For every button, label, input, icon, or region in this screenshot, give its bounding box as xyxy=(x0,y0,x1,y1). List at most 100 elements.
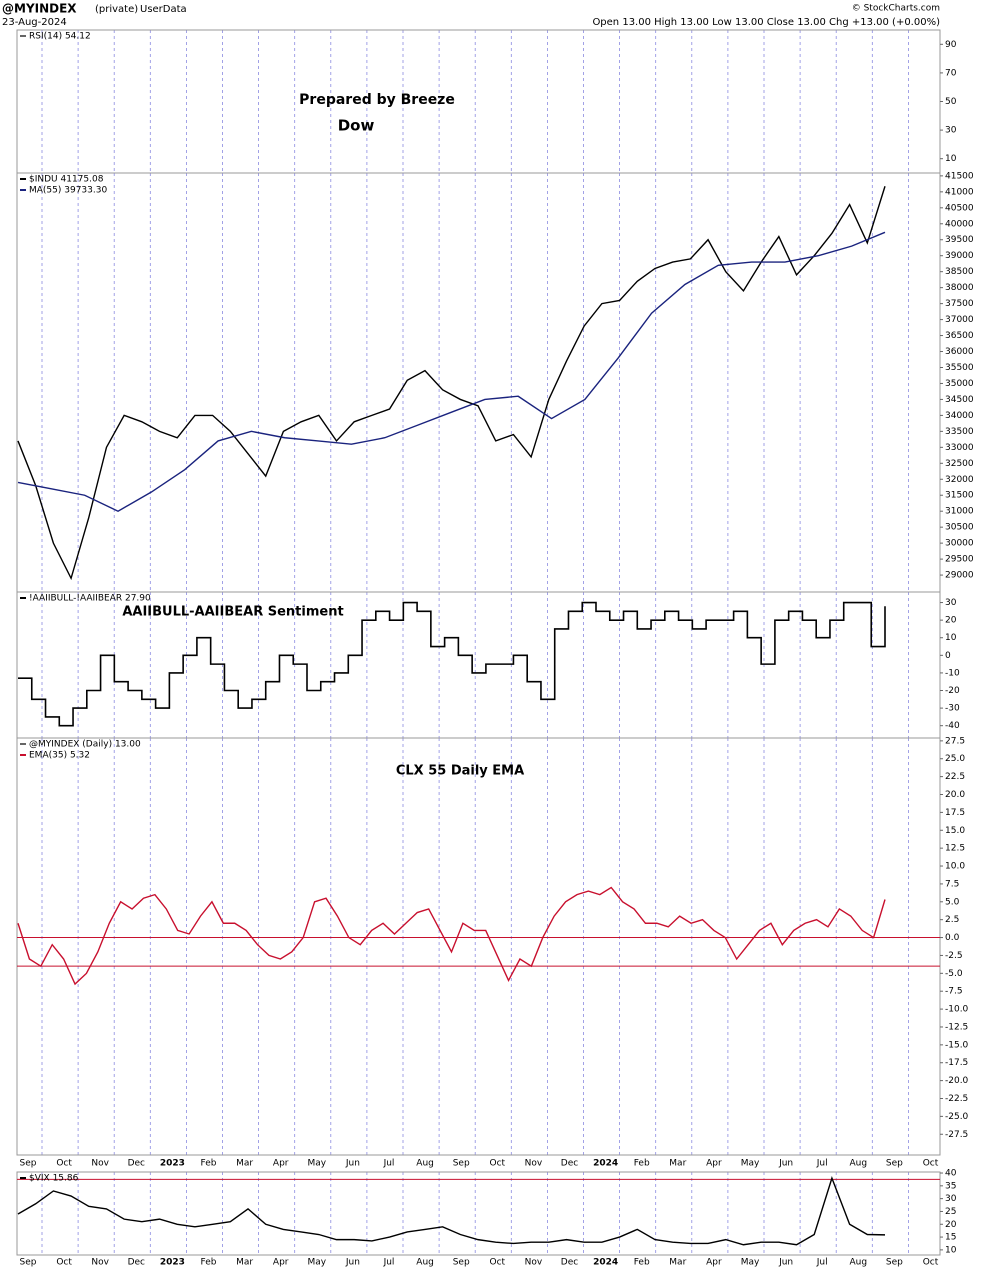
y-tick-label: 2.5 xyxy=(945,915,959,925)
y-tick-label: 39000 xyxy=(945,251,974,261)
x-tick-label: Apr xyxy=(706,1258,722,1268)
legend-label: $VIX 15.86 xyxy=(29,1174,79,1184)
x-tick-label: Dec xyxy=(128,1159,145,1169)
x-tick-label: Feb xyxy=(634,1258,650,1268)
y-tick-label: 36500 xyxy=(945,331,974,341)
symbol: @MYINDEX xyxy=(2,2,77,16)
y-tick-label: -10.0 xyxy=(945,1005,969,1015)
x-tick-label: Sep xyxy=(453,1159,470,1169)
y-tick-label: 29000 xyxy=(945,571,974,581)
y-tick-label: 32000 xyxy=(945,475,974,485)
y-tick-label: 39500 xyxy=(945,235,974,245)
y-tick-label: 36000 xyxy=(945,347,974,357)
y-tick-label: 38000 xyxy=(945,283,974,293)
y-tick-label: -20.0 xyxy=(945,1076,969,1086)
y-tick-label: 10.0 xyxy=(945,862,965,872)
y-tick-label: 30500 xyxy=(945,523,974,533)
source: UserData xyxy=(140,4,187,15)
x-tick-label: Aug xyxy=(850,1258,868,1268)
x-tick-label: Apr xyxy=(273,1159,289,1169)
x-tick-label: Sep xyxy=(886,1258,903,1268)
y-tick-label: 20.0 xyxy=(945,790,965,800)
x-tick-label: Jul xyxy=(816,1159,828,1169)
y-tick-label: 17.5 xyxy=(945,808,965,818)
x-tick-label: Feb xyxy=(201,1159,217,1169)
x-tick-label: Oct xyxy=(923,1159,939,1169)
x-tick-label: Apr xyxy=(273,1258,289,1268)
y-tick-label: 30 xyxy=(945,598,957,608)
panel-frame xyxy=(16,1171,941,1256)
panel-label: RSI(14) 54.12 xyxy=(29,32,91,42)
x-tick-label: Oct xyxy=(490,1159,506,1169)
legend-label: !AAIIBULL-!AAIIBEAR 27.90 xyxy=(29,594,151,604)
y-tick-label: 20 xyxy=(945,616,957,626)
y-tick-label: 37000 xyxy=(945,315,974,325)
x-tick-label: Aug xyxy=(850,1159,868,1169)
y-tick-label: -20 xyxy=(945,686,960,696)
y-tick-label: 15 xyxy=(945,1233,956,1243)
y-tick-label: 5.0 xyxy=(945,897,960,907)
x-tick-label: Jul xyxy=(816,1258,828,1268)
y-tick-label: 41000 xyxy=(945,187,974,197)
y-tick-label: 10 xyxy=(945,633,957,643)
y-tick-label: 41500 xyxy=(945,171,974,181)
x-tick-label: Feb xyxy=(201,1258,217,1268)
y-tick-label: 33500 xyxy=(945,427,974,437)
x-tick-label: Mar xyxy=(669,1159,686,1169)
series-line xyxy=(17,186,886,581)
y-tick-label: 25 xyxy=(945,1207,956,1217)
x-tick-label: May xyxy=(741,1159,760,1169)
x-tick-label: Sep xyxy=(453,1258,470,1268)
y-tick-label: -5.0 xyxy=(945,969,963,979)
x-tick-label: Sep xyxy=(886,1159,903,1169)
y-tick-label: -40 xyxy=(945,721,960,731)
y-tick-label: 38500 xyxy=(945,267,974,277)
y-tick-label: 32500 xyxy=(945,459,974,469)
y-tick-label: 33000 xyxy=(945,443,974,453)
x-tick-label: May xyxy=(741,1258,760,1268)
y-tick-label: 29500 xyxy=(945,555,974,565)
y-tick-label: 30 xyxy=(945,126,957,136)
x-tick-label: Dec xyxy=(128,1258,145,1268)
x-tick-label: 2023 xyxy=(160,1258,185,1268)
annotation: Prepared by Breeze xyxy=(299,92,455,108)
y-tick-label: 37500 xyxy=(945,299,974,309)
y-tick-label: -15.0 xyxy=(945,1040,969,1050)
x-tick-label: Aug xyxy=(416,1258,434,1268)
y-tick-label: 35000 xyxy=(945,379,974,389)
y-tick-label: 34000 xyxy=(945,411,974,421)
x-tick-label: Oct xyxy=(56,1159,72,1169)
x-tick-label: Apr xyxy=(706,1159,722,1169)
y-tick-label: 34500 xyxy=(945,395,974,405)
y-tick-label: 10 xyxy=(945,1245,957,1255)
y-tick-label: 35 xyxy=(945,1181,956,1191)
x-tick-label: May xyxy=(307,1258,326,1268)
annotation: CLX 55 Daily EMA xyxy=(396,764,524,779)
y-tick-label: 40000 xyxy=(945,219,974,229)
y-tick-label: -7.5 xyxy=(945,987,963,997)
y-tick-label: 30 xyxy=(945,1194,957,1204)
x-tick-label: Oct xyxy=(923,1258,939,1268)
y-tick-label: 12.5 xyxy=(945,844,965,854)
series-line xyxy=(17,231,886,512)
brand: © StockCharts.com xyxy=(852,4,940,14)
y-tick-label: 20 xyxy=(945,1220,957,1230)
series-line xyxy=(18,601,886,727)
x-tick-label: Jul xyxy=(383,1258,395,1268)
y-tick-label: 27.5 xyxy=(945,736,965,746)
y-tick-label: 7.5 xyxy=(945,879,959,889)
y-tick-label: -17.5 xyxy=(945,1058,968,1068)
y-tick-label: 50 xyxy=(945,97,957,107)
x-tick-label: 2023 xyxy=(160,1159,185,1169)
y-tick-label: 0.0 xyxy=(945,933,960,943)
panel-frame xyxy=(16,172,941,593)
x-tick-label: Jun xyxy=(778,1159,793,1169)
x-tick-label: Mar xyxy=(236,1258,253,1268)
y-tick-label: 70 xyxy=(945,68,957,78)
quote: Open 13.00 High 13.00 Low 13.00 Close 13… xyxy=(592,17,940,28)
y-tick-label: 31500 xyxy=(945,491,974,501)
x-tick-label: Mar xyxy=(236,1159,253,1169)
y-tick-label: 25.0 xyxy=(945,754,965,764)
panel-frame xyxy=(16,737,941,1156)
